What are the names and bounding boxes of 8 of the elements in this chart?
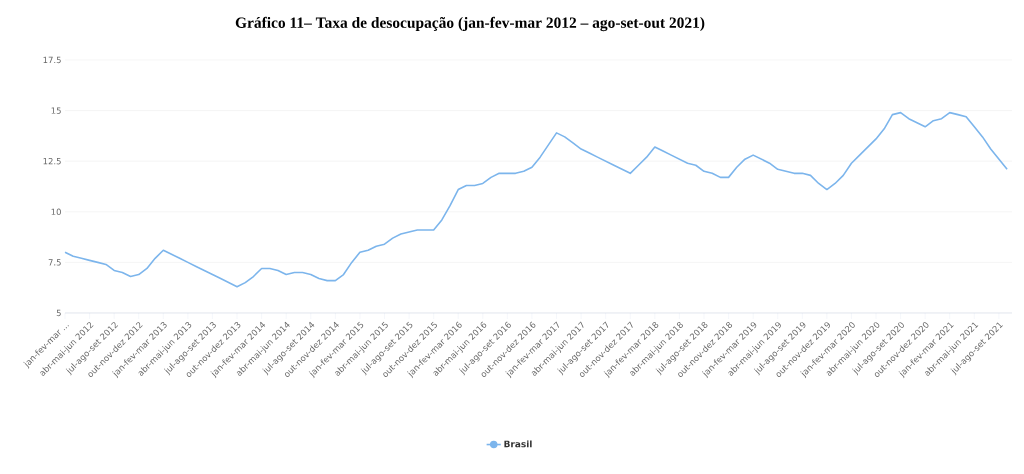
y-tick-label: 12.5 bbox=[43, 157, 61, 165]
y-tick-label: 17.5 bbox=[43, 56, 61, 64]
y-tick-label: 15 bbox=[51, 107, 61, 114]
y-tick-label: 10 bbox=[51, 208, 61, 215]
y-tick-label: 7.5 bbox=[48, 259, 61, 266]
y-tick-label: 5 bbox=[56, 309, 61, 317]
legend-label: Brasil bbox=[504, 440, 532, 448]
chart-title: Gráfico 11– Taxa de desocupação (jan-fev-mar 2012 – ago-set-out 2021) bbox=[235, 16, 705, 32]
